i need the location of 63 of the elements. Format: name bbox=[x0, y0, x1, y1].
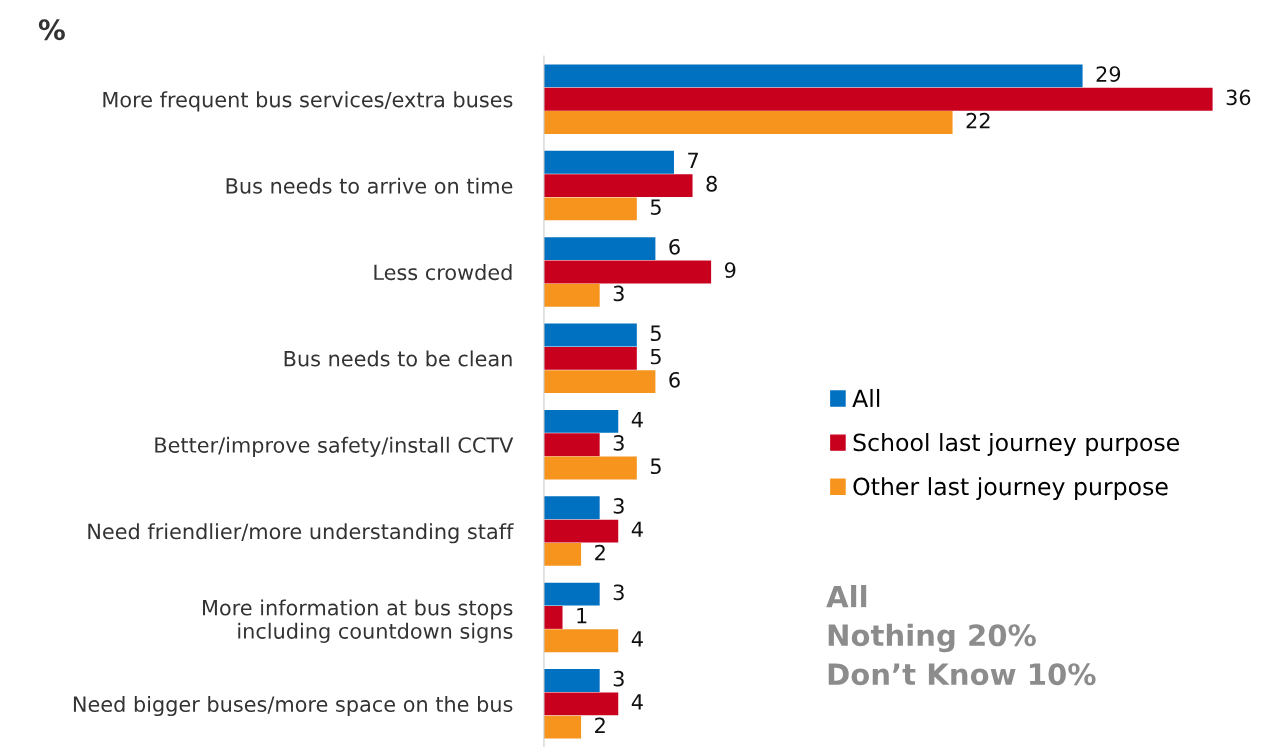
y-tick-label: Bus needs to arrive on time bbox=[226, 177, 513, 194]
data-label: 5 bbox=[650, 325, 661, 342]
legend-label: Other last journey purpose bbox=[853, 477, 1168, 500]
bar bbox=[543, 433, 600, 457]
bar bbox=[543, 692, 619, 716]
bar bbox=[543, 606, 563, 629]
data-label: 2 bbox=[595, 544, 605, 561]
data-label: 3 bbox=[613, 434, 624, 451]
bar bbox=[543, 519, 619, 543]
bar bbox=[543, 346, 637, 370]
bar bbox=[543, 629, 619, 653]
y-tick-label: More frequent bus services/extra buses bbox=[103, 91, 513, 112]
bar bbox=[543, 283, 600, 307]
data-label: 3 bbox=[613, 584, 624, 601]
bar bbox=[543, 542, 582, 566]
bar bbox=[543, 582, 600, 606]
bar bbox=[543, 87, 1213, 111]
data-label: 36 bbox=[1226, 89, 1251, 106]
y-tick-label: Bus needs to be clean bbox=[284, 350, 512, 367]
data-label: 8 bbox=[706, 175, 717, 192]
annotation: Don’t Know 10% bbox=[828, 663, 1096, 686]
bar bbox=[543, 456, 637, 480]
bar bbox=[543, 496, 600, 520]
data-label: 4 bbox=[631, 694, 643, 710]
data-label: 4 bbox=[631, 631, 643, 647]
annotation: Nothing 20% bbox=[828, 623, 1036, 653]
data-label: 9 bbox=[724, 262, 736, 278]
legend-label: School last journey purpose bbox=[853, 433, 1179, 456]
y-tick-label: Less crowded bbox=[374, 264, 512, 281]
y-tick-label: Need friendlier/more understanding staff bbox=[88, 523, 514, 544]
bar bbox=[543, 260, 712, 284]
data-label: 3 bbox=[613, 498, 624, 514]
bar bbox=[543, 669, 600, 692]
data-label: 22 bbox=[966, 112, 990, 129]
bar bbox=[543, 174, 693, 198]
data-label: 29 bbox=[1096, 66, 1121, 82]
data-label: 6 bbox=[669, 238, 680, 255]
bar bbox=[543, 237, 656, 261]
data-label: 3 bbox=[613, 670, 624, 687]
y-tick-label: Better/improve safety/install CCTV bbox=[155, 436, 514, 457]
data-label: 4 bbox=[631, 411, 643, 428]
data-label: 5 bbox=[650, 458, 661, 475]
data-label: 3 bbox=[613, 285, 624, 302]
bar bbox=[543, 111, 953, 134]
data-label: 7 bbox=[688, 152, 698, 169]
data-label: 2 bbox=[595, 717, 605, 733]
text: % bbox=[38, 19, 65, 41]
bar bbox=[543, 715, 582, 739]
annotation: All bbox=[826, 584, 867, 608]
data-label: 1 bbox=[577, 608, 587, 624]
legend-label: All bbox=[852, 388, 880, 407]
data-label: 4 bbox=[631, 521, 643, 537]
bar bbox=[543, 370, 656, 394]
bar bbox=[543, 150, 674, 174]
bar bbox=[543, 197, 637, 221]
bar bbox=[543, 64, 1083, 88]
data-label: 5 bbox=[650, 199, 661, 215]
data-label: 5 bbox=[650, 348, 661, 365]
y-tick-label: Need bigger buses/more space on the bus bbox=[73, 695, 513, 717]
y-tick-label: More information at bus stops including countdown signs bbox=[203, 599, 513, 643]
bar bbox=[543, 323, 637, 347]
data-label: 6 bbox=[669, 371, 680, 388]
bar bbox=[543, 409, 619, 433]
